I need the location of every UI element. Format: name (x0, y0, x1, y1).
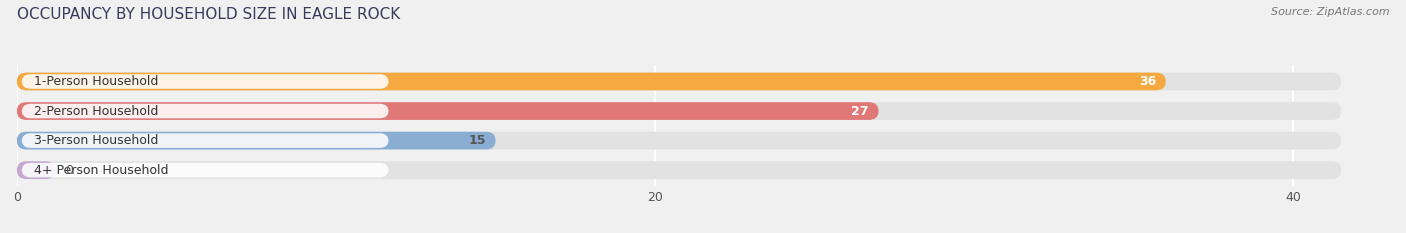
Text: 4+ Person Household: 4+ Person Household (34, 164, 169, 177)
FancyBboxPatch shape (21, 163, 388, 177)
Text: 1-Person Household: 1-Person Household (34, 75, 159, 88)
Text: 3-Person Household: 3-Person Household (34, 134, 159, 147)
FancyBboxPatch shape (17, 102, 1341, 120)
FancyBboxPatch shape (17, 102, 879, 120)
Text: 27: 27 (852, 105, 869, 117)
FancyBboxPatch shape (21, 74, 388, 89)
FancyBboxPatch shape (17, 161, 1341, 179)
FancyBboxPatch shape (17, 73, 1166, 90)
FancyBboxPatch shape (17, 132, 495, 149)
FancyBboxPatch shape (17, 132, 1341, 149)
Text: 0: 0 (65, 164, 73, 177)
Text: OCCUPANCY BY HOUSEHOLD SIZE IN EAGLE ROCK: OCCUPANCY BY HOUSEHOLD SIZE IN EAGLE ROC… (17, 7, 401, 22)
FancyBboxPatch shape (21, 104, 388, 118)
FancyBboxPatch shape (21, 133, 388, 148)
Text: Source: ZipAtlas.com: Source: ZipAtlas.com (1271, 7, 1389, 17)
FancyBboxPatch shape (17, 73, 1341, 90)
Text: 36: 36 (1139, 75, 1156, 88)
Text: 15: 15 (468, 134, 486, 147)
Text: 2-Person Household: 2-Person Household (34, 105, 159, 117)
FancyBboxPatch shape (17, 161, 55, 179)
